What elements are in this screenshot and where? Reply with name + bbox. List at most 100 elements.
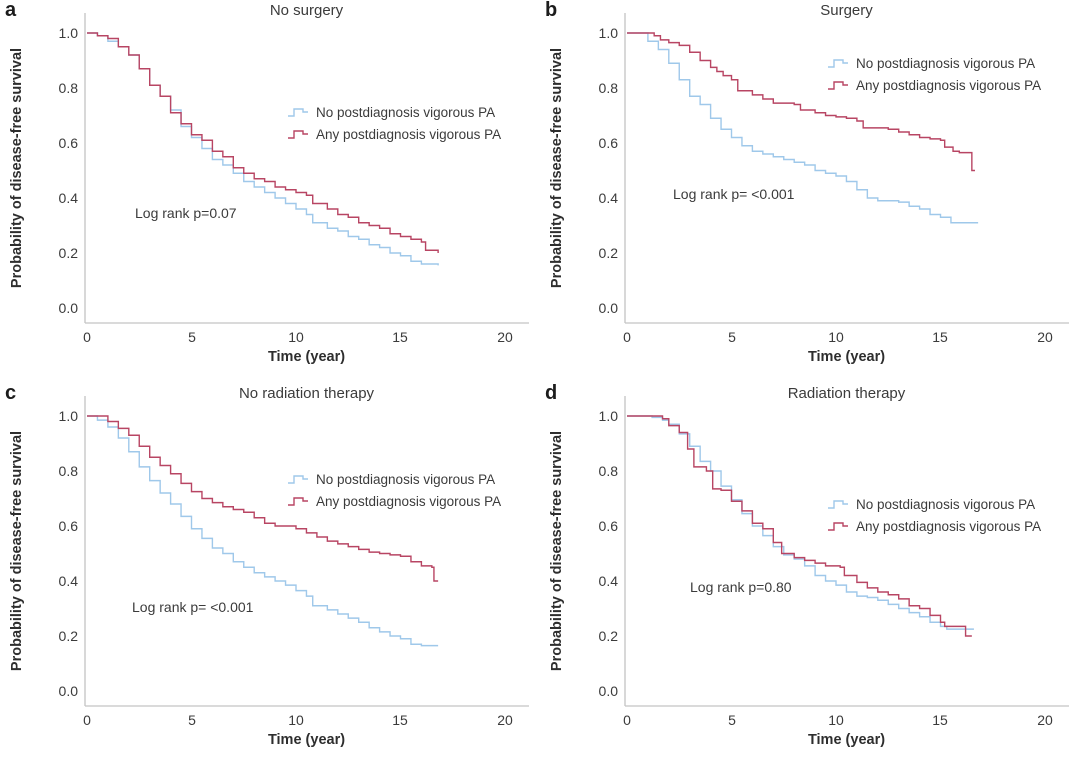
survival-curve-any-pa <box>627 32 975 172</box>
legend-key-no-pa-icon <box>288 108 308 117</box>
y-tick-label: 0.6 <box>58 518 78 534</box>
y-tick-label: 0.8 <box>598 463 618 479</box>
survival-curve-any-pa <box>87 32 439 253</box>
x-tick-label: 5 <box>188 329 196 345</box>
x-tick-label: 20 <box>497 712 513 728</box>
y-tick-label: 0.4 <box>58 573 78 589</box>
x-tick-label: 10 <box>828 712 844 728</box>
y-tick-label: 0.0 <box>598 300 618 316</box>
legend-item: Any postdiagnosis vigorous PA <box>287 125 501 143</box>
y-tick-label: 0.4 <box>58 190 78 206</box>
x-tick-label: 0 <box>623 329 631 345</box>
legend-key-any-pa-icon <box>288 497 308 506</box>
log-rank-annotation: Log rank p= <0.001 <box>673 186 795 202</box>
panel-title: No surgery <box>269 2 344 19</box>
legend-key-any-pa-icon <box>828 81 848 90</box>
legend-item: No postdiagnosis vigorous PA <box>827 54 1041 72</box>
legend-key-any-pa-icon <box>288 130 308 139</box>
x-tick-label: 10 <box>288 329 304 345</box>
x-tick-label: 0 <box>83 329 91 345</box>
y-tick-label: 0.6 <box>58 135 78 151</box>
survival-curve-any-pa <box>627 415 972 637</box>
legend-item: Any postdiagnosis vigorous PA <box>827 76 1041 94</box>
survival-curve-no-pa <box>627 415 974 630</box>
panel-letter: d <box>545 382 558 404</box>
legend-item: No postdiagnosis vigorous PA <box>287 103 501 121</box>
survival-curve-no-pa <box>627 32 979 224</box>
y-tick-label: 0.2 <box>598 245 618 261</box>
y-tick-label: 0.0 <box>598 683 618 699</box>
survival-curve-no-pa <box>87 415 439 647</box>
legend-label: No postdiagnosis vigorous PA <box>316 471 496 487</box>
legend-key-no-pa-icon <box>828 500 848 509</box>
y-tick-label: 1.0 <box>58 25 78 41</box>
panel-b: b Surgery Probability of disease-free su… <box>540 0 1080 383</box>
x-tick-label: 0 <box>83 712 91 728</box>
legend-key-any-pa-icon <box>828 522 848 531</box>
panel-c: c No radiation therapy Probability of di… <box>0 382 540 767</box>
x-tick-label: 20 <box>1037 329 1053 345</box>
legend: No postdiagnosis vigorous PA Any postdia… <box>827 54 1041 94</box>
survival-curve-any-pa <box>87 415 439 582</box>
legend: No postdiagnosis vigorous PA Any postdia… <box>287 103 501 143</box>
legend-item: No postdiagnosis vigorous PA <box>827 495 1041 513</box>
x-axis-label: Time (year) <box>267 732 346 748</box>
y-tick-label: 0.2 <box>58 245 78 261</box>
x-tick-label: 15 <box>932 712 948 728</box>
x-tick-label: 15 <box>392 329 408 345</box>
legend-label: Any postdiagnosis vigorous PA <box>316 493 502 509</box>
y-tick-label: 1.0 <box>598 408 618 424</box>
plot-area-b <box>624 13 1069 324</box>
y-tick-label: 0.0 <box>58 683 78 699</box>
log-rank-annotation: Log rank p= <0.001 <box>132 599 254 615</box>
legend-item: No postdiagnosis vigorous PA <box>287 470 501 488</box>
panel-d: d Radiation therapy Probability of disea… <box>540 382 1080 767</box>
y-tick-label: 0.6 <box>598 135 618 151</box>
log-rank-annotation: Log rank p=0.80 <box>690 579 792 595</box>
legend-key-no-pa-icon <box>828 59 848 68</box>
x-axis-label: Time (year) <box>267 349 346 365</box>
y-tick-label: 0.8 <box>58 463 78 479</box>
x-tick-label: 20 <box>497 329 513 345</box>
y-tick-label: 0.8 <box>58 80 78 96</box>
y-tick-label: 0.8 <box>598 80 618 96</box>
y-tick-label: 0.0 <box>58 300 78 316</box>
panel-title: Radiation therapy <box>787 385 906 402</box>
legend-label: Any postdiagnosis vigorous PA <box>316 126 502 142</box>
x-tick-label: 10 <box>828 329 844 345</box>
panel-a: a No surgery Probability of disease-free… <box>0 0 540 383</box>
panel-title: Surgery <box>820 2 873 19</box>
x-tick-label: 0 <box>623 712 631 728</box>
panel-letter: c <box>5 382 17 404</box>
plot-area-d <box>624 396 1069 707</box>
x-tick-label: 15 <box>392 712 408 728</box>
x-tick-label: 15 <box>932 329 948 345</box>
legend-label: No postdiagnosis vigorous PA <box>856 55 1036 71</box>
legend-label: No postdiagnosis vigorous PA <box>316 104 496 120</box>
y-tick-label: 0.4 <box>598 573 618 589</box>
x-axis-label: Time (year) <box>807 349 886 365</box>
legend-key-no-pa-icon <box>288 475 308 484</box>
y-tick-label: 1.0 <box>598 25 618 41</box>
plot-area-a <box>84 13 529 324</box>
x-axis-label: Time (year) <box>807 732 886 748</box>
legend-label: No postdiagnosis vigorous PA <box>856 496 1036 512</box>
legend: No postdiagnosis vigorous PA Any postdia… <box>827 495 1041 535</box>
panel-title: No radiation therapy <box>238 385 375 402</box>
x-tick-label: 5 <box>728 329 736 345</box>
y-tick-label: 0.2 <box>598 628 618 644</box>
plot-area-c <box>84 396 529 707</box>
legend: No postdiagnosis vigorous PA Any postdia… <box>287 470 501 510</box>
x-tick-label: 5 <box>188 712 196 728</box>
y-tick-label: 0.6 <box>598 518 618 534</box>
legend-label: Any postdiagnosis vigorous PA <box>856 77 1042 93</box>
log-rank-annotation: Log rank p=0.07 <box>135 205 237 221</box>
x-tick-label: 10 <box>288 712 304 728</box>
legend-label: Any postdiagnosis vigorous PA <box>856 518 1042 534</box>
x-tick-label: 20 <box>1037 712 1053 728</box>
y-tick-label: 0.4 <box>598 190 618 206</box>
legend-item: Any postdiagnosis vigorous PA <box>827 517 1041 535</box>
y-tick-label: 0.2 <box>58 628 78 644</box>
legend-item: Any postdiagnosis vigorous PA <box>287 492 501 510</box>
